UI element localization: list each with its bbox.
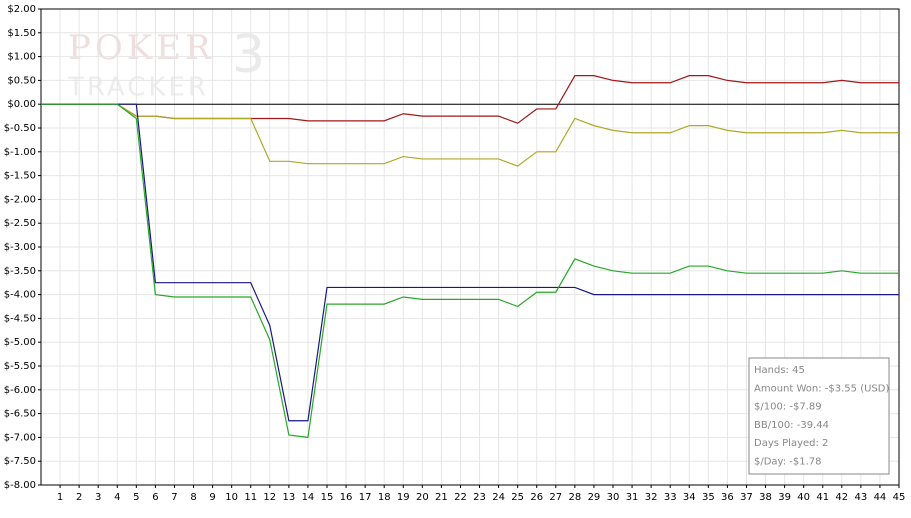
x-tick-label: 34 xyxy=(683,492,696,503)
y-tick-label: $-6.50 xyxy=(4,409,36,420)
x-tick-label: 36 xyxy=(721,492,734,503)
x-tick-label: 10 xyxy=(225,492,238,503)
stats-line: Amount Won: -$3.55 (USD) xyxy=(754,383,889,394)
y-tick-label: $-1.00 xyxy=(4,147,36,158)
x-tick-label: 5 xyxy=(133,492,139,503)
x-tick-label: 11 xyxy=(244,492,257,503)
watermark: TRACKER xyxy=(67,73,209,103)
x-tick-label: 17 xyxy=(359,492,372,503)
x-tick-label: 39 xyxy=(778,492,791,503)
y-tick-label: $-3.00 xyxy=(4,242,36,253)
series-line xyxy=(41,103,899,439)
x-tick-label: 12 xyxy=(263,492,276,503)
x-tick-label: 21 xyxy=(435,492,448,503)
x-tick-label: 24 xyxy=(492,492,505,503)
y-tick-label: $-3.50 xyxy=(4,266,36,277)
y-tick-label: $-4.00 xyxy=(4,290,36,301)
x-tick-label: 3 xyxy=(95,492,101,503)
watermark: 3 xyxy=(232,25,265,85)
x-tick-label: 14 xyxy=(302,492,315,503)
y-tick-label: $-4.50 xyxy=(4,313,36,324)
watermark: POKER xyxy=(68,28,215,68)
x-tick-label: 31 xyxy=(626,492,639,503)
x-tick-label: 9 xyxy=(209,492,215,503)
y-tick-label: $1.00 xyxy=(7,52,36,63)
y-tick-label: $-0.50 xyxy=(4,123,36,134)
x-tick-label: 19 xyxy=(397,492,410,503)
x-tick-label: 35 xyxy=(702,492,715,503)
x-tick-label: 42 xyxy=(835,492,848,503)
x-tick-label: 20 xyxy=(416,492,429,503)
x-tick-label: 18 xyxy=(378,492,391,503)
x-tick-label: 43 xyxy=(854,492,867,503)
x-tick-label: 25 xyxy=(511,492,524,503)
y-tick-label: $-7.50 xyxy=(4,456,36,467)
x-tick-label: 13 xyxy=(282,492,295,503)
x-tick-label: 28 xyxy=(568,492,581,503)
y-tick-label: $2.00 xyxy=(7,4,36,15)
x-tick-label: 6 xyxy=(152,492,158,503)
plot-frame xyxy=(40,8,900,486)
x-tick-label: 41 xyxy=(816,492,829,503)
series-line xyxy=(41,103,899,422)
x-tick-label: 16 xyxy=(340,492,353,503)
x-tick-label: 40 xyxy=(797,492,810,503)
x-tick-label: 30 xyxy=(607,492,620,503)
x-tick-label: 4 xyxy=(114,492,120,503)
x-tick-label: 15 xyxy=(321,492,334,503)
y-tick-label: $-6.00 xyxy=(4,385,36,396)
x-tick-label: 8 xyxy=(190,492,196,503)
stats-box xyxy=(748,357,890,475)
stats-line: Days Played: 2 xyxy=(754,438,828,449)
y-tick-label: $0.00 xyxy=(7,99,36,110)
x-tick-label: 7 xyxy=(171,492,177,503)
y-tick-label: $-5.50 xyxy=(4,361,36,372)
stats-line: Hands: 45 xyxy=(754,365,805,376)
x-tick-label: 45 xyxy=(893,492,906,503)
x-tick-label: 26 xyxy=(530,492,543,503)
x-tick-label: 1 xyxy=(57,492,63,503)
x-tick-label: 22 xyxy=(454,492,467,503)
y-tick-label: $-8.00 xyxy=(4,480,36,491)
x-tick-label: 38 xyxy=(759,492,772,503)
x-tick-label: 33 xyxy=(664,492,677,503)
x-tick-label: 32 xyxy=(645,492,658,503)
y-tick-label: $-5.00 xyxy=(4,337,36,348)
x-tick-label: 44 xyxy=(874,492,887,503)
x-tick-label: 2 xyxy=(76,492,82,503)
stats-line: $/Day: -$1.78 xyxy=(754,457,822,468)
series-line xyxy=(41,103,899,167)
x-tick-label: 29 xyxy=(588,492,601,503)
y-tick-label: $-7.00 xyxy=(4,432,36,443)
y-tick-label: $0.50 xyxy=(7,75,36,86)
y-tick-label: $1.50 xyxy=(7,28,36,39)
x-tick-label: 23 xyxy=(473,492,486,503)
x-tick-label: 37 xyxy=(740,492,753,503)
y-tick-label: $-1.50 xyxy=(4,171,36,182)
x-tick-label: 27 xyxy=(549,492,562,503)
stats-line: $/100: -$7.89 xyxy=(754,402,822,413)
stats-line: BB/100: -39.44 xyxy=(754,420,829,431)
y-tick-label: $-2.00 xyxy=(4,194,36,205)
y-tick-label: $-2.50 xyxy=(4,218,36,229)
